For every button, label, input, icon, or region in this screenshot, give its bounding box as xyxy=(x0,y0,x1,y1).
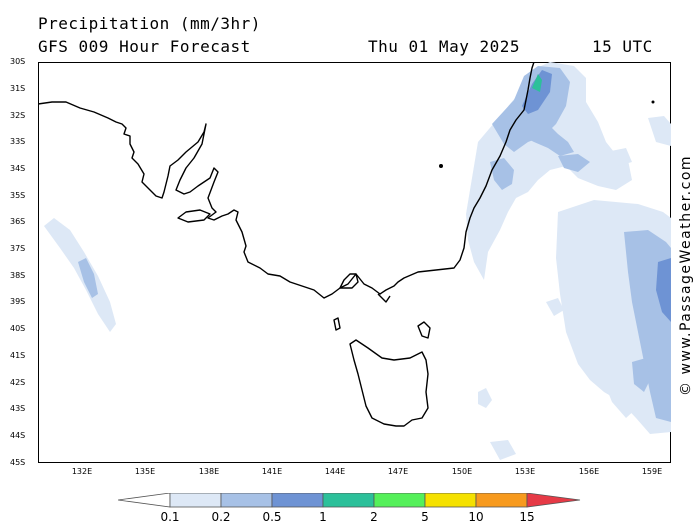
colorbar-bin xyxy=(322,493,375,508)
colorbar-label: 0.1 xyxy=(160,510,180,524)
copyright-credit: © www.PassageWeather.com xyxy=(678,154,694,396)
lat-label: 32S xyxy=(10,111,26,120)
lon-label: 153E xyxy=(514,467,536,476)
lat-label: 45S xyxy=(10,458,26,467)
forecast-date: Thu 01 May 2025 xyxy=(368,37,520,56)
tasmania-coast xyxy=(349,339,429,427)
lon-label: 156E xyxy=(578,467,600,476)
mainland-coastline xyxy=(38,62,535,299)
colorbar-label: 5 xyxy=(421,510,429,524)
precipitation-map xyxy=(38,62,671,460)
colorbar-label: 15 xyxy=(519,510,535,524)
colorbar-bin xyxy=(424,493,477,508)
lat-label: 34S xyxy=(10,164,26,173)
colorbar-bin xyxy=(220,493,273,508)
map-title: Precipitation (mm/3hr) xyxy=(38,14,261,33)
lon-label: 150E xyxy=(451,467,473,476)
lat-label: 31S xyxy=(10,84,26,93)
flinders-island-coast xyxy=(417,321,431,339)
lat-label: 35S xyxy=(10,191,26,200)
lon-label: 159E xyxy=(641,467,663,476)
lat-label: 30S xyxy=(10,57,26,66)
lon-label: 147E xyxy=(387,467,409,476)
lat-label: 33S xyxy=(10,137,26,146)
port-phillip-bay-coast xyxy=(339,273,359,289)
lon-label: 132E xyxy=(71,467,93,476)
forecast-time: 15 UTC xyxy=(592,37,653,56)
precip-colorbar xyxy=(118,493,581,508)
colorbar-label: 1 xyxy=(319,510,327,524)
lon-label: 135E xyxy=(134,467,156,476)
lat-label: 41S xyxy=(10,351,26,360)
colorbar-label: 0.2 xyxy=(211,510,231,524)
lat-label: 39S xyxy=(10,297,26,306)
lon-label: 144E xyxy=(324,467,346,476)
norfolk-island xyxy=(651,100,655,104)
western-port-coast xyxy=(377,293,391,303)
lon-label: 138E xyxy=(198,467,220,476)
colorbar-bin xyxy=(475,493,528,508)
lord-howe-island xyxy=(439,164,443,168)
lat-label: 40S xyxy=(10,324,26,333)
lat-label: 42S xyxy=(10,378,26,387)
colorbar-label: 10 xyxy=(468,510,484,524)
forecast-subtitle: GFS 009 Hour Forecast xyxy=(38,37,251,56)
king-island-coast xyxy=(333,317,341,331)
coastline-layer xyxy=(38,62,535,427)
colorbar-label: 0.5 xyxy=(262,510,282,524)
lat-label: 43S xyxy=(10,404,26,413)
lat-label: 37S xyxy=(10,244,26,253)
lat-label: 44S xyxy=(10,431,26,440)
kangaroo-island-coast xyxy=(177,209,211,223)
colorbar-bin xyxy=(169,493,222,508)
colorbar-label: 2 xyxy=(370,510,378,524)
colorbar-bin xyxy=(271,493,324,508)
colorbar-bin xyxy=(118,493,171,508)
lon-label: 141E xyxy=(261,467,283,476)
colorbar-bin xyxy=(526,493,581,508)
precip-shading-layer xyxy=(44,62,671,460)
colorbar-bin xyxy=(373,493,426,508)
lat-label: 38S xyxy=(10,271,26,280)
lat-label: 36S xyxy=(10,217,26,226)
